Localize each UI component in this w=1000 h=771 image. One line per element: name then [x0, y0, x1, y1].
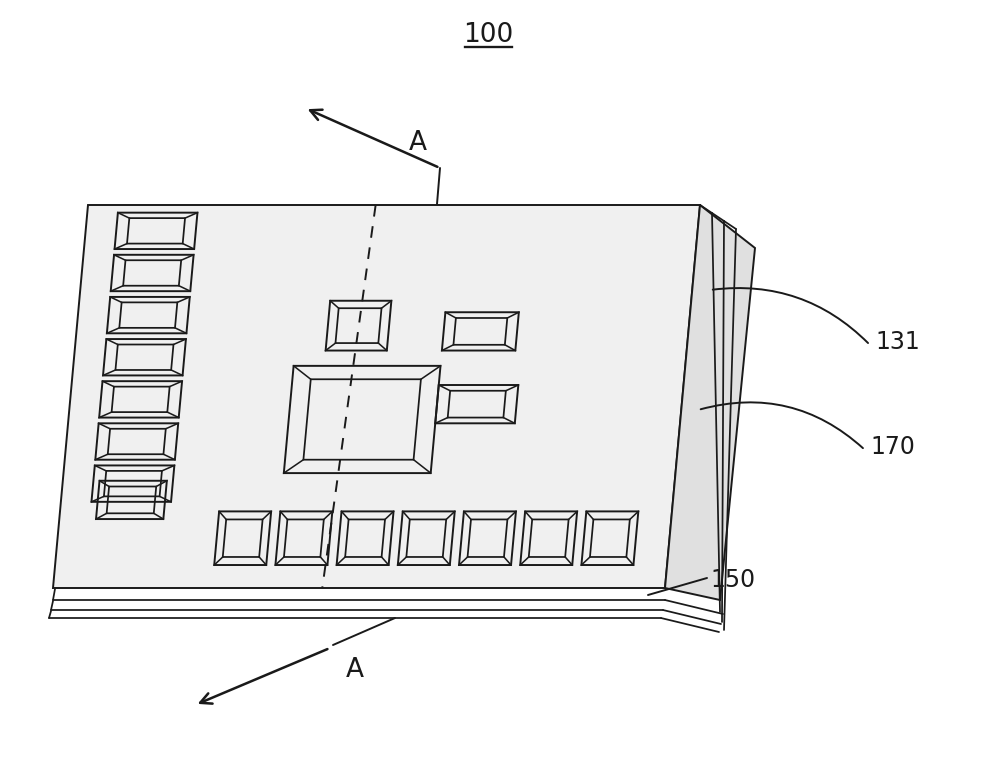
Text: A: A: [409, 130, 427, 156]
Text: 150: 150: [710, 568, 755, 592]
Text: 100: 100: [463, 22, 513, 48]
Polygon shape: [665, 205, 755, 600]
Text: 131: 131: [875, 330, 920, 354]
Text: 170: 170: [870, 435, 915, 459]
Text: A: A: [346, 657, 364, 683]
Polygon shape: [53, 205, 700, 588]
